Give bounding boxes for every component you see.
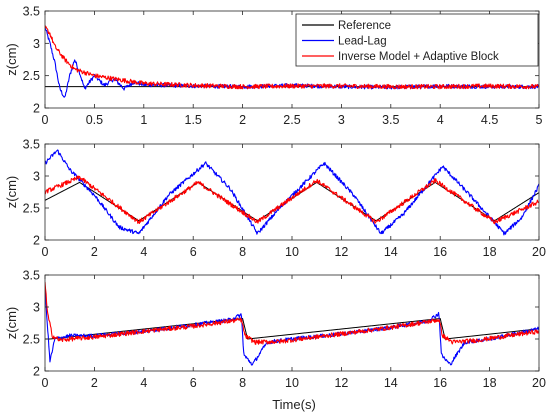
series-group — [45, 24, 539, 98]
x-tick-label: 12 — [334, 245, 348, 259]
legend-entry: Reference — [338, 20, 391, 32]
x-tick-label: 4 — [140, 376, 147, 390]
x-tick-label: 10 — [285, 245, 299, 259]
x-tick-label: 18 — [483, 245, 497, 259]
series-line-adaptive — [45, 281, 539, 345]
x-tick-label: 1 — [140, 113, 147, 127]
series-group — [45, 149, 539, 236]
x-tick-label: 5 — [536, 113, 543, 127]
y-tick-label: 3.5 — [23, 269, 40, 283]
x-tick-label: 0 — [42, 113, 49, 127]
y-axis-label: z(cm) — [4, 176, 19, 209]
x-tick-label: 6 — [190, 245, 197, 259]
series-line-adaptive — [45, 175, 539, 225]
x-tick-label: 10 — [285, 376, 299, 390]
x-tick-label: 2 — [91, 245, 98, 259]
legend: Reference Lead-Lag Inverse Model + Adaptiv… — [295, 13, 539, 67]
x-tick-label: 0 — [42, 245, 49, 259]
x-tick-label: 4 — [437, 113, 444, 127]
x-tick-label: 3 — [338, 113, 345, 127]
y-axis-label: z(cm) — [4, 307, 19, 340]
y-tick-label: 2 — [33, 365, 40, 379]
x-tick-label: 14 — [384, 376, 398, 390]
y-tick-label: 3 — [33, 170, 40, 184]
y-tick-label: 3.5 — [23, 138, 40, 152]
y-tick-label: 2.5 — [23, 202, 40, 216]
plot-area — [45, 275, 539, 371]
x-tick-label: 6 — [190, 376, 197, 390]
x-tick-label: 16 — [433, 245, 447, 259]
x-tick-label: 20 — [532, 245, 546, 259]
legend-entry: Lead-Lag — [338, 36, 387, 48]
x-tick-label: 8 — [239, 245, 246, 259]
x-tick-label: 8 — [239, 376, 246, 390]
x-tick-label: 1.5 — [185, 113, 202, 127]
series-group — [45, 281, 539, 366]
x-tick-label: 20 — [532, 376, 546, 390]
legend-entry: Inverse Model + Adaptive Block — [338, 51, 499, 63]
x-tick-label: 0.5 — [86, 113, 103, 127]
y-tick-label: 2.5 — [23, 333, 40, 347]
legend-box — [295, 13, 539, 67]
x-tick-label: 3.5 — [382, 113, 399, 127]
y-tick-label: 3.5 — [23, 5, 40, 19]
x-tick-label: 14 — [384, 245, 398, 259]
y-axis-label: z(cm) — [4, 43, 19, 76]
x-tick-label: 12 — [334, 376, 348, 390]
x-tick-label: 2.5 — [283, 113, 300, 127]
panels: 0 0.5 1 1.5 2 2.5 3 3.5 4 4.5 5 2 2.5 3 3.5 z(cm) Refere… — [4, 5, 546, 391]
series-line-adaptive — [45, 24, 539, 90]
panel-1: 0 0.5 1 1.5 2 2.5 3 3.5 4 4.5 5 2 2.5 3 3.5 z(cm) Refere… — [4, 5, 543, 128]
x-tick-label: 18 — [483, 376, 497, 390]
series-line-lead-lag — [45, 149, 539, 236]
y-tick-label: 2.5 — [23, 69, 40, 83]
plot-area — [45, 144, 539, 240]
y-tick-label: 2 — [33, 102, 40, 116]
x-tick-label: 16 — [433, 376, 447, 390]
x-tick-label: 0 — [42, 376, 49, 390]
x-tick-label: 2 — [91, 376, 98, 390]
y-tick-label: 3 — [33, 301, 40, 315]
x-axis-label: Time(s) — [272, 397, 316, 412]
y-tick-label: 2 — [33, 234, 40, 248]
x-tick-label: 2 — [239, 113, 246, 127]
x-tick-label: 4 — [140, 245, 147, 259]
series-line-reference — [45, 318, 539, 340]
y-tick-label: 3 — [33, 37, 40, 51]
x-tick-label: 4.5 — [481, 113, 498, 127]
